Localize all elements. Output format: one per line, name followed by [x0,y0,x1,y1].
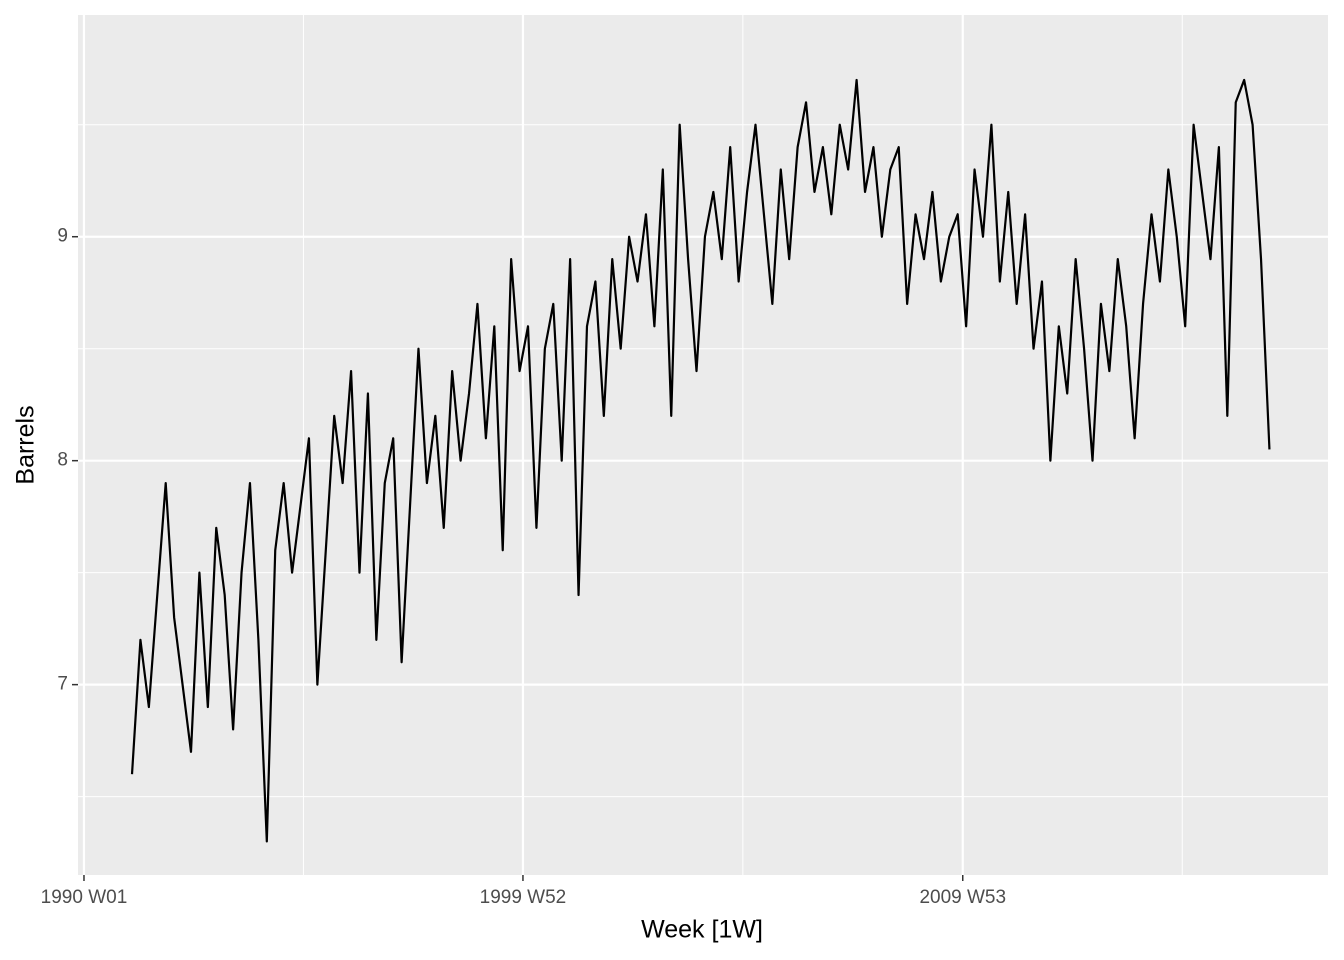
series-line [130,78,1271,843]
y-tick-label: 7 [57,674,68,695]
x-tick-label: 2009 W53 [919,887,1006,908]
x-tick-label: 1999 W52 [480,887,567,908]
y-axis-title: Barrels [12,405,40,484]
x-tick-label: 1990 W01 [41,887,128,908]
panel [78,15,1328,875]
x-axis-title: Week [1W] [641,916,763,944]
y-tick-label: 8 [57,450,68,471]
y-tick-label: 9 [57,226,68,247]
